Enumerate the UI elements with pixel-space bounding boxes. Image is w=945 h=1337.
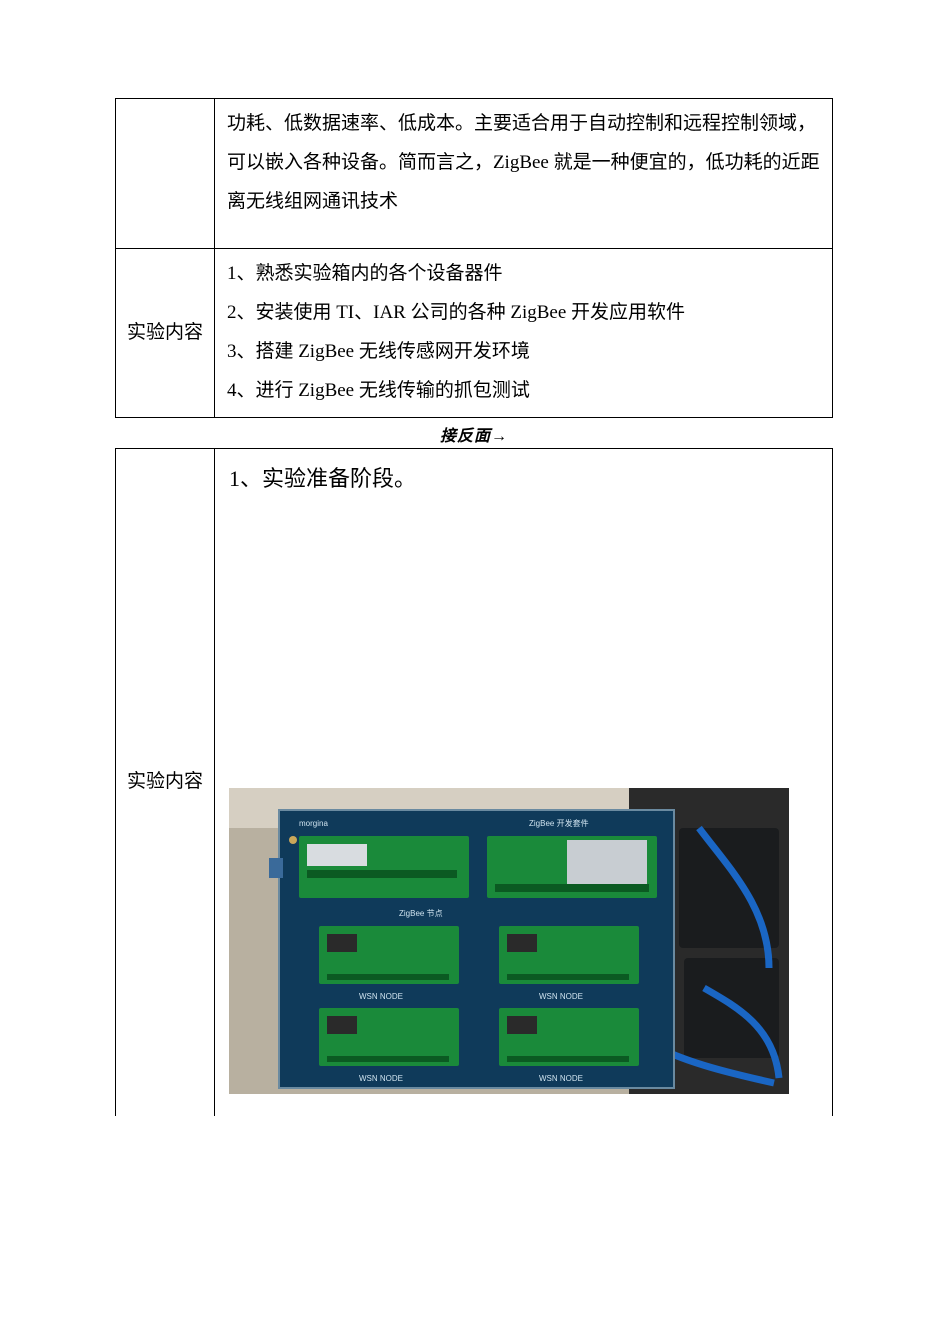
svg-text:morgina: morgina xyxy=(299,819,328,828)
photo-illustration: morgina ZigBee 开发套件 ZigBee 节点 xyxy=(229,788,789,1094)
table-row: 实验内容 1、熟悉实验箱内的各个设备器件 2、安装使用 TI、IAR 公司的各种… xyxy=(116,248,833,417)
row2-content: 1、熟悉实验箱内的各个设备器件 2、安装使用 TI、IAR 公司的各种 ZigB… xyxy=(214,248,832,417)
svg-text:ZigBee 开发套件: ZigBee 开发套件 xyxy=(529,818,589,828)
table-2: 实验内容 1、实验准备阶段。 xyxy=(115,448,833,1117)
row2-line-3: 3、搭建 ZigBee 无线传感网开发环境 xyxy=(227,333,822,372)
row1-content: 功耗、低数据速率、低成本。主要适合用于自动控制和远程控制领域，可以嵌入各种设备。… xyxy=(214,99,832,249)
svg-text:WSN NODE: WSN NODE xyxy=(539,1074,583,1083)
row3-label: 实验内容 xyxy=(116,448,215,1116)
row2-line-1: 1、熟悉实验箱内的各个设备器件 xyxy=(227,255,822,294)
table-row: 实验内容 1、实验准备阶段。 xyxy=(116,448,833,1116)
table-1: 功耗、低数据速率、低成本。主要适合用于自动控制和远程控制领域，可以嵌入各种设备。… xyxy=(115,98,833,418)
svg-text:WSN NODE: WSN NODE xyxy=(359,1074,403,1083)
row3-content: 1、实验准备阶段。 xyxy=(214,448,832,1116)
experiment-box-photo: morgina ZigBee 开发套件 ZigBee 节点 xyxy=(229,788,789,1094)
svg-text:WSN NODE: WSN NODE xyxy=(539,992,583,1001)
svg-text:ZigBee 节点: ZigBee 节点 xyxy=(399,909,443,918)
row2-label: 实验内容 xyxy=(116,248,215,417)
row1-label xyxy=(116,99,215,249)
row2-line-4: 4、进行 ZigBee 无线传输的抓包测试 xyxy=(227,372,822,411)
svg-text:WSN NODE: WSN NODE xyxy=(359,992,403,1001)
row2-line-2: 2、安装使用 TI、IAR 公司的各种 ZigBee 开发应用软件 xyxy=(227,294,822,333)
document-page: 功耗、低数据速率、低成本。主要适合用于自动控制和远程控制领域，可以嵌入各种设备。… xyxy=(0,0,945,1337)
page-separator: 接反面→ xyxy=(115,422,833,446)
row3-heading: 1、实验准备阶段。 xyxy=(229,459,818,499)
table-row: 功耗、低数据速率、低成本。主要适合用于自动控制和远程控制领域，可以嵌入各种设备。… xyxy=(116,99,833,249)
